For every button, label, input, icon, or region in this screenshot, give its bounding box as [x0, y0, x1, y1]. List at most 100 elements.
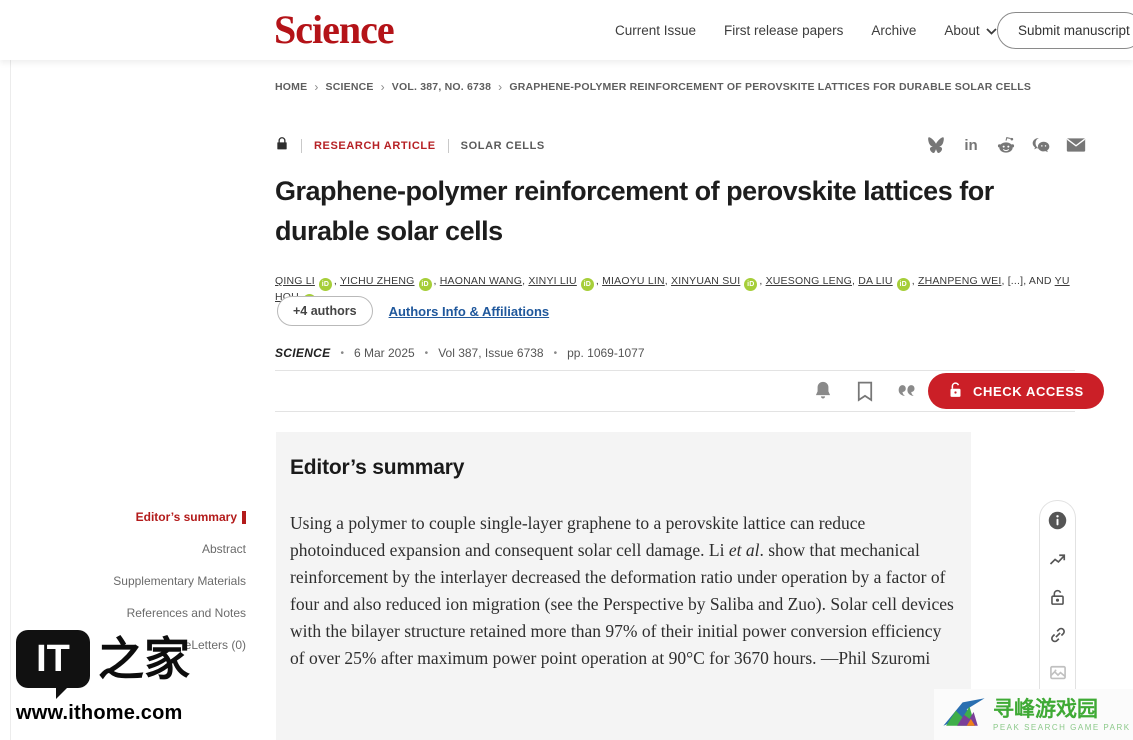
- breadcrumb-science[interactable]: SCIENCE: [325, 81, 374, 93]
- figures-icon[interactable]: [1047, 662, 1068, 683]
- author-link[interactable]: DA LIU: [858, 275, 893, 287]
- sidebar-item-abstract[interactable]: Abstract: [201, 542, 246, 556]
- submit-manuscript-button[interactable]: Submit manuscript: [997, 12, 1133, 49]
- nav-archive[interactable]: Archive: [871, 22, 917, 38]
- author-separator: ,: [759, 275, 766, 287]
- orcid-icon[interactable]: iD: [418, 278, 432, 291]
- metrics-trend-icon[interactable]: [1047, 548, 1068, 569]
- breadcrumb-chevron-icon: ›: [380, 80, 385, 94]
- author-separator: ,: [595, 275, 603, 287]
- left-page-rule: [10, 60, 11, 740]
- authors-info-affiliations-link[interactable]: Authors Info & Affiliations: [388, 303, 550, 319]
- check-access-button[interactable]: CHECK ACCESS: [928, 373, 1104, 409]
- sidebar-item-references-and-notes[interactable]: References and Notes: [126, 606, 246, 620]
- publish-date: 6 Mar 2025: [353, 346, 415, 360]
- ithome-bubble-logo: IT: [16, 630, 90, 699]
- share-icons: in: [926, 135, 1086, 155]
- check-access-label: CHECK ACCESS: [973, 383, 1084, 399]
- editor-summary-text: Using a polymer to couple single-layer g…: [290, 510, 956, 672]
- sidebar-item-eletters[interactable]: eLetters (0): [184, 638, 246, 652]
- reddit-icon[interactable]: [996, 135, 1016, 155]
- journal-name: SCIENCE: [275, 346, 331, 360]
- article-subject-badge[interactable]: SOLAR CELLS: [460, 140, 545, 152]
- sidebar-item-label: Editor’s summary: [135, 510, 237, 524]
- orcid-icon[interactable]: iD: [744, 278, 758, 291]
- summary-part-2: . show that mechanical reinforcement by …: [290, 540, 954, 668]
- breadcrumb-home[interactable]: HOME: [275, 81, 308, 93]
- alerts-bell-icon[interactable]: [812, 380, 834, 402]
- bookmark-icon[interactable]: [854, 380, 876, 402]
- author-separator: ,: [911, 275, 918, 287]
- access-unlock-icon[interactable]: [1047, 586, 1068, 607]
- author-separator: , [...], AND: [1001, 275, 1055, 287]
- dot-separator: •: [340, 347, 344, 359]
- summary-part-1: Using a polymer to couple single-layer g…: [290, 513, 866, 560]
- author-link[interactable]: MIAOYU LIN: [602, 275, 665, 287]
- orcid-icon[interactable]: iD: [580, 278, 594, 291]
- bluesky-icon[interactable]: [926, 135, 946, 155]
- author-link[interactable]: HAONAN WANG: [439, 275, 523, 287]
- breadcrumb: HOME › SCIENCE › VOL. 387, NO. 6738 › GR…: [275, 80, 1115, 94]
- article-type-badge[interactable]: RESEARCH ARTICLE: [314, 140, 436, 152]
- authors-secondary-row: +4 authors Authors Info & Affiliations: [277, 296, 549, 326]
- sidebar-item-editors-summary[interactable]: Editor’s summary: [30, 510, 246, 524]
- breadcrumb-chevron-icon: ›: [314, 80, 319, 94]
- ithome-watermark: IT 之家 www.ithome.com: [16, 630, 190, 725]
- orcid-icon[interactable]: iD: [318, 278, 332, 291]
- divider: [275, 411, 1075, 412]
- nav-first-release-papers[interactable]: First release papers: [724, 22, 844, 38]
- author-separator: ,: [433, 275, 440, 287]
- chevron-down-icon: [986, 23, 997, 38]
- divider: [275, 370, 1075, 371]
- ithome-url: www.ithome.com: [16, 702, 183, 724]
- top-navigation: Current Issue First release papers Archi…: [615, 0, 997, 60]
- breadcrumb-article: GRAPHENE-POLYMER REINFORCEMENT OF PEROVS…: [509, 81, 1032, 93]
- info-icon[interactable]: [1047, 510, 1068, 531]
- editor-summary-heading: Editor’s summary: [290, 456, 465, 479]
- ithome-cjk-text: 之家: [98, 632, 190, 686]
- author-link[interactable]: XUESONG LENG: [765, 275, 852, 287]
- section-navigation: Editor’s summary Abstract Supplementary …: [30, 510, 246, 670]
- author-link[interactable]: QING LI: [275, 275, 315, 287]
- editor-summary-panel: Editor’s summary Using a polymer to coup…: [276, 432, 971, 740]
- ithome-logo: IT 之家: [16, 630, 190, 699]
- breadcrumb-volume[interactable]: VOL. 387, NO. 6738: [391, 81, 492, 93]
- breadcrumb-chevron-icon: ›: [498, 80, 503, 94]
- nav-about[interactable]: About: [944, 22, 997, 38]
- dot-separator: •: [553, 347, 558, 359]
- dot-separator: •: [424, 347, 429, 359]
- active-indicator: [242, 511, 246, 524]
- game-park-title: 寻峰游戏园: [993, 697, 1098, 721]
- author-separator: ,: [333, 275, 340, 287]
- author-link[interactable]: ZHANPENG WEI: [917, 275, 1002, 287]
- divider: [301, 139, 302, 153]
- divider: [447, 139, 449, 153]
- article-meta: SCIENCE • 6 Mar 2025 • Vol 387, Issue 67…: [275, 346, 645, 360]
- orcid-icon[interactable]: iD: [896, 278, 910, 291]
- author-separator: ,: [851, 275, 859, 287]
- sidebar-item-supplementary-materials[interactable]: Supplementary Materials: [113, 574, 246, 588]
- permalink-icon[interactable]: [1047, 624, 1068, 645]
- volume-issue: Vol 387, Issue 6738: [438, 346, 544, 360]
- cite-quote-icon[interactable]: [896, 380, 918, 402]
- article-badges: RESEARCH ARTICLE SOLAR CELLS: [275, 136, 545, 156]
- mountain-logo-icon: [942, 695, 986, 734]
- more-authors-button[interactable]: +4 authors: [277, 296, 373, 326]
- nav-current-issue[interactable]: Current Issue: [615, 22, 697, 38]
- email-icon[interactable]: [1066, 135, 1086, 155]
- linkedin-icon[interactable]: in: [964, 136, 978, 154]
- summary-italic: et al: [728, 540, 760, 560]
- site-header: Science Current Issue First release pape…: [0, 0, 1133, 60]
- page-range: pp. 1069-1077: [567, 346, 645, 360]
- author-link[interactable]: YICHU ZHENG: [339, 275, 415, 287]
- nav-about-label: About: [944, 22, 980, 38]
- wechat-icon[interactable]: [1031, 135, 1051, 155]
- author-link[interactable]: XINYI LIU: [528, 275, 577, 287]
- article-title: Graphene-polymer reinforcement of perovs…: [275, 176, 994, 246]
- game-park-subtitle: PEAK SEARCH GAME PARK: [993, 723, 1131, 732]
- article-actions: [812, 380, 918, 402]
- author-link[interactable]: XINYUAN SUI: [671, 275, 741, 287]
- science-logo[interactable]: Science: [274, 7, 395, 52]
- lock-icon: [275, 136, 289, 156]
